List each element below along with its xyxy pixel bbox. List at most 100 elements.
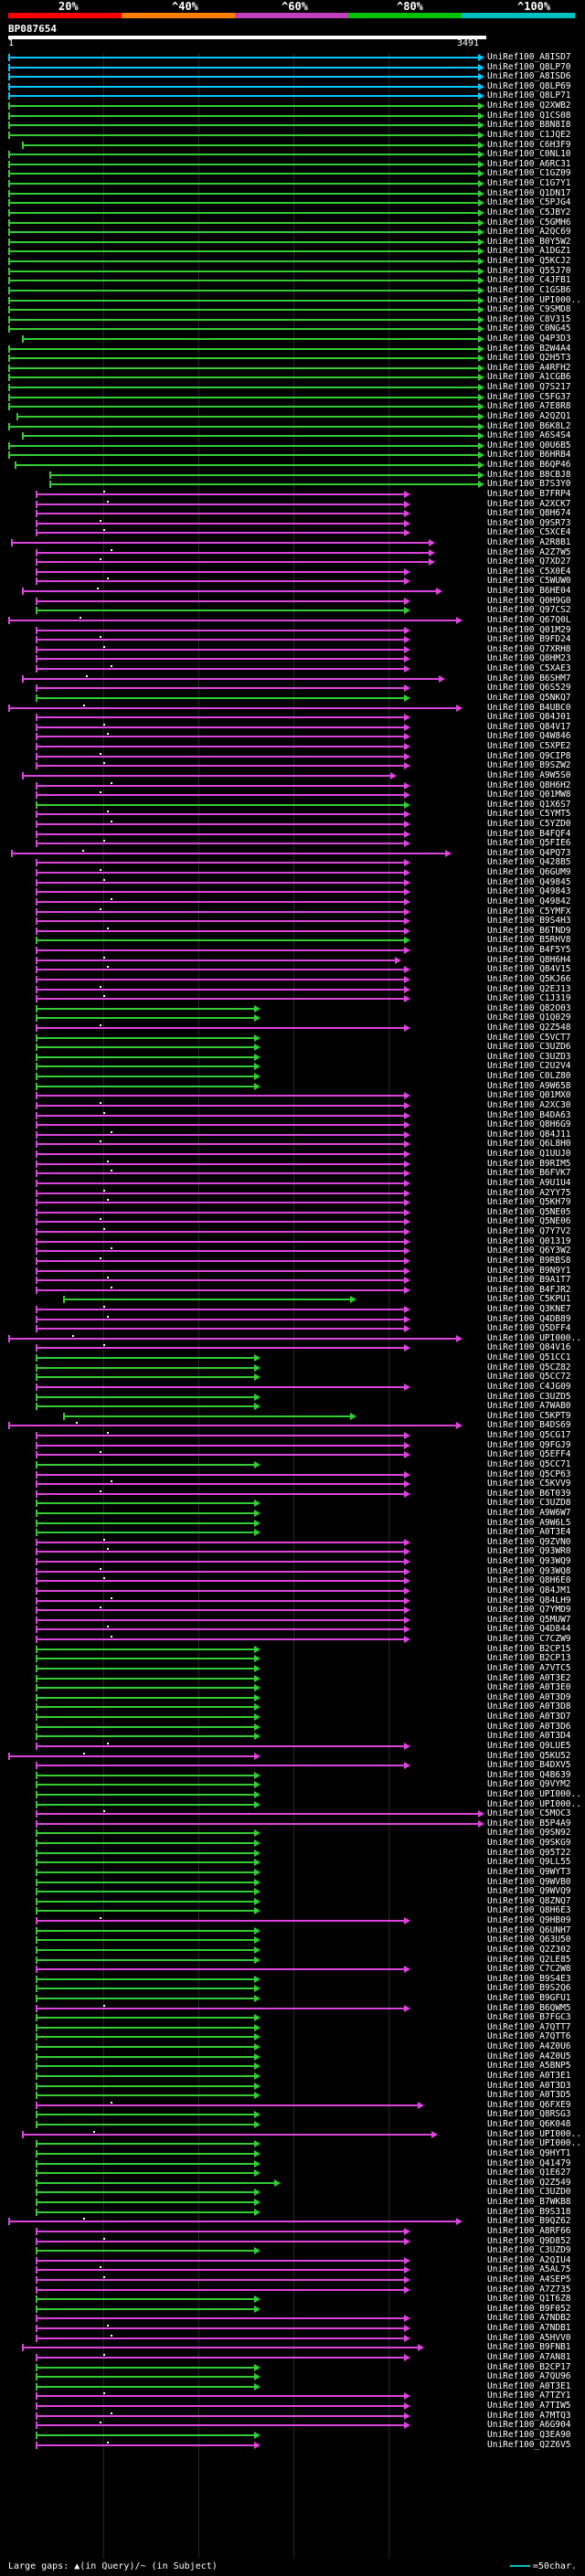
hit-label-link[interactable]: UniRef100_Q5KH79 — [487, 1197, 571, 1208]
hit-label-link[interactable]: UniRef100_B4DS69 — [487, 1420, 571, 1431]
hit-row[interactable]: UniRef100_Q5CZ82 — [0, 1362, 585, 1373]
hit-label-link[interactable]: UniRef100_Q5NE06 — [487, 1216, 571, 1227]
hit-alignment-bar[interactable] — [21, 337, 479, 340]
hit-alignment-bar[interactable] — [8, 85, 479, 88]
hit-alignment-bar[interactable] — [35, 1988, 256, 1990]
hit-alignment-bar[interactable] — [15, 464, 479, 467]
hit-label-link[interactable]: UniRef100_B4FJR2 — [487, 1284, 571, 1295]
hit-row[interactable]: UniRef100_A9W5S0 — [0, 769, 585, 781]
hit-alignment-bar[interactable] — [35, 551, 431, 554]
hit-label-link[interactable]: UniRef100_B8N8I8 — [487, 120, 571, 131]
hit-alignment-bar[interactable] — [35, 1696, 256, 1699]
hit-alignment-bar[interactable] — [35, 1492, 406, 1495]
hit-alignment-bar[interactable] — [8, 95, 479, 98]
hit-alignment-bar[interactable] — [35, 2210, 256, 2213]
hit-alignment-bar[interactable] — [35, 746, 406, 748]
hit-label-link[interactable]: UniRef100_C3UZD5 — [487, 1391, 571, 1402]
hit-alignment-bar[interactable] — [35, 1463, 256, 1466]
hit-row[interactable]: UniRef100_C5YMFX — [0, 906, 585, 917]
hit-alignment-bar[interactable] — [35, 1968, 406, 1971]
hit-row[interactable]: UniRef100_C5MOC3 — [0, 1809, 585, 1819]
hit-row[interactable]: UniRef100_C3UZD9 — [0, 2246, 585, 2256]
hit-label-link[interactable]: UniRef100_Q84V17 — [487, 721, 571, 732]
hit-row[interactable]: UniRef100_C5WUW0 — [0, 577, 585, 587]
hit-row[interactable]: UniRef100_Q01MX0 — [0, 1091, 585, 1101]
hit-row[interactable]: UniRef100_Q2H5T3 — [0, 354, 585, 364]
hit-label-link[interactable]: UniRef100_Q84J11 — [487, 1129, 571, 1140]
hit-alignment-bar[interactable] — [35, 1124, 406, 1127]
hit-alignment-bar[interactable] — [35, 969, 406, 971]
hit-alignment-bar[interactable] — [35, 832, 406, 835]
hit-row[interactable]: UniRef100_Q4B639 — [0, 1770, 585, 1781]
hit-alignment-bar[interactable] — [35, 1638, 406, 1641]
hit-alignment-bar[interactable] — [35, 1570, 406, 1573]
hit-row[interactable]: UniRef100_Q5NE05 — [0, 1207, 585, 1218]
hit-alignment-bar[interactable] — [35, 1502, 256, 1505]
hit-alignment-bar[interactable] — [35, 862, 406, 864]
hit-label-link[interactable]: UniRef100_B9S4E3 — [487, 1973, 571, 1984]
hit-alignment-bar[interactable] — [35, 2124, 256, 2126]
hit-row[interactable]: UniRef100_B7WKB8 — [0, 2198, 585, 2208]
hit-label-link[interactable]: UniRef100_Q9SKG9 — [487, 1838, 571, 1849]
hit-label-link[interactable]: UniRef100_Q8LP69 — [487, 80, 571, 91]
hit-row[interactable]: UniRef100_A7QTT7 — [0, 2022, 585, 2033]
hit-row[interactable]: UniRef100_A2QZQ1 — [0, 411, 585, 422]
hit-label-link[interactable]: UniRef100_A9U1U4 — [487, 1177, 571, 1188]
hit-row[interactable]: UniRef100_B6QWM5 — [0, 2003, 585, 2014]
hit-label-link[interactable]: UniRef100_Q1X6S7 — [487, 799, 571, 810]
hit-alignment-bar[interactable] — [35, 1435, 406, 1437]
hit-row[interactable]: UniRef100_UPI000.. — [0, 2139, 585, 2149]
hit-label-link[interactable]: UniRef100_Q01319 — [487, 1235, 571, 1246]
hit-row[interactable]: UniRef100_B7FRP4 — [0, 489, 585, 500]
hit-alignment-bar[interactable] — [35, 1328, 406, 1330]
hit-alignment-bar[interactable] — [35, 2250, 256, 2253]
hit-label-link[interactable]: UniRef100_C0NG45 — [487, 323, 571, 334]
hit-label-link[interactable]: UniRef100_UPI000.. — [487, 1332, 581, 1343]
hit-label-link[interactable]: UniRef100_Q4P3D3 — [487, 333, 571, 344]
hit-row[interactable]: UniRef100_Q01MW8 — [0, 790, 585, 800]
hit-row[interactable]: UniRef100_C5YMT5 — [0, 810, 585, 820]
hit-label-link[interactable]: UniRef100_Q7Y7V2 — [487, 1226, 571, 1237]
hit-row[interactable]: UniRef100_A7NDB2 — [0, 2314, 585, 2324]
hit-alignment-bar[interactable] — [8, 1754, 256, 1757]
hit-alignment-bar[interactable] — [35, 1744, 406, 1747]
hit-alignment-bar[interactable] — [35, 1017, 256, 1020]
hit-label-link[interactable]: UniRef100_B9S318 — [487, 2206, 571, 2217]
hit-label-link[interactable]: UniRef100_C5VCT7 — [487, 1032, 571, 1043]
hit-label-link[interactable]: UniRef100_Q5CC71 — [487, 1458, 571, 1469]
hit-row[interactable]: UniRef100_B6HE04 — [0, 587, 585, 597]
hit-row[interactable]: UniRef100_A4SEP5 — [0, 2274, 585, 2285]
hit-alignment-bar[interactable] — [35, 2074, 256, 2077]
hit-label-link[interactable]: UniRef100_Q9SR73 — [487, 517, 571, 528]
hit-label-link[interactable]: UniRef100_UPI000.. — [487, 2128, 581, 2139]
hit-alignment-bar[interactable] — [35, 1667, 256, 1670]
hit-alignment-bar[interactable] — [21, 143, 479, 146]
hit-label-link[interactable]: UniRef100_Q4W846 — [487, 731, 571, 742]
hit-label-link[interactable]: UniRef100_Q8LP70 — [487, 61, 571, 72]
hit-label-link[interactable]: UniRef100_UPI000.. — [487, 1798, 581, 1809]
hit-row[interactable]: UniRef100_B6K8L2 — [0, 421, 585, 432]
hit-row[interactable]: UniRef100_A0T3D3 — [0, 2081, 585, 2092]
hit-row[interactable]: UniRef100_UPI000.. — [0, 2128, 585, 2140]
hit-alignment-bar[interactable] — [8, 619, 457, 621]
hit-label-link[interactable]: UniRef100_Q01MX0 — [487, 1090, 571, 1101]
hit-alignment-bar[interactable] — [8, 1337, 457, 1340]
hit-label-link[interactable]: UniRef100_Q3EA90 — [487, 2429, 571, 2440]
hit-label-link[interactable]: UniRef100_A7QTT6 — [487, 2031, 571, 2042]
hit-label-link[interactable]: UniRef100_A7E8R8 — [487, 401, 571, 412]
hit-alignment-bar[interactable] — [35, 1774, 256, 1776]
hit-row[interactable]: UniRef100_Q84J11 — [0, 1129, 585, 1140]
hit-label-link[interactable]: UniRef100_B9FD24 — [487, 634, 571, 645]
hit-alignment-bar[interactable] — [35, 1958, 256, 1961]
hit-label-link[interactable]: UniRef100_A7Z735 — [487, 2284, 571, 2295]
hit-alignment-bar[interactable] — [8, 2221, 457, 2223]
hit-label-link[interactable]: UniRef100_A9W5S0 — [487, 769, 571, 780]
hit-alignment-bar[interactable] — [35, 1948, 256, 1951]
hit-row[interactable]: UniRef100_C6H3F9 — [0, 140, 585, 151]
hit-label-link[interactable]: UniRef100_A7MTQ3 — [487, 2410, 571, 2421]
hit-row[interactable]: UniRef100_Q5CC72 — [0, 1373, 585, 1383]
hit-label-link[interactable]: UniRef100_B6T039 — [487, 1488, 571, 1499]
hit-alignment-bar[interactable] — [35, 2152, 256, 2155]
hit-row[interactable]: UniRef100_B5RHV8 — [0, 936, 585, 946]
hit-row[interactable]: UniRef100_C5JBY2 — [0, 207, 585, 218]
